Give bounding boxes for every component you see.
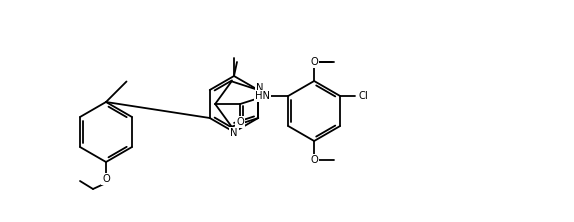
Text: O: O [236,117,244,127]
Text: O: O [311,57,318,67]
Text: Cl: Cl [358,91,368,101]
Text: O: O [102,174,110,184]
Text: HN: HN [255,91,270,101]
Text: N: N [257,83,264,93]
Text: N: N [230,128,238,138]
Text: O: O [311,155,318,165]
